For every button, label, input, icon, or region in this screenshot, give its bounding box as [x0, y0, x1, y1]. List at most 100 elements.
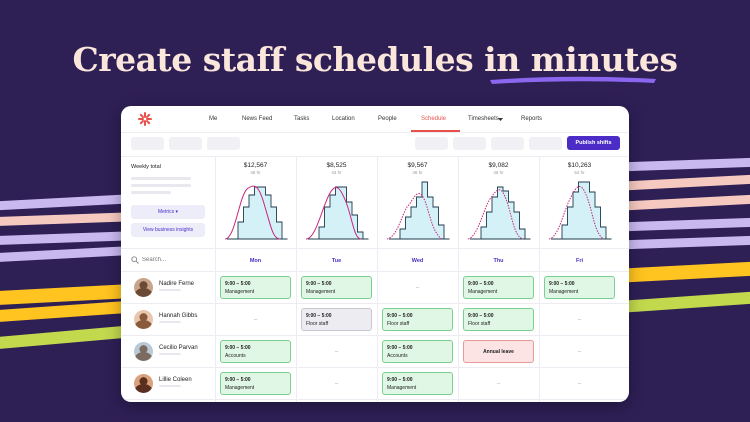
shift-time: 9:00 – 5:00	[549, 281, 575, 287]
placeholder-line	[131, 191, 171, 194]
demand-curve	[305, 187, 362, 240]
leave-block[interactable]: Annual leave	[463, 340, 534, 363]
day-header-fri: Fri	[575, 258, 584, 264]
shift-block[interactable]: 9:00 – 5:00 Accounts	[382, 340, 453, 363]
day-summary-wed: $9,567 46 hr	[377, 157, 458, 249]
column-separator	[215, 157, 216, 402]
placeholder-line	[159, 385, 181, 387]
publish-shifts-button[interactable]: Publish shifts	[567, 136, 620, 150]
headline-highlight: minutes	[530, 40, 678, 79]
toolbar-control[interactable]	[169, 137, 202, 150]
toolbar-control[interactable]	[491, 137, 524, 150]
decorative-stripe	[0, 325, 131, 351]
shift-block[interactable]: 9:00 – 5:00 Management	[544, 276, 615, 299]
toolbar-control[interactable]	[453, 137, 486, 150]
day-hours: 44 hr	[331, 170, 342, 175]
empty-shift-cell[interactable]: –	[253, 317, 258, 323]
shift-time: 9:00 – 5:00	[306, 313, 332, 319]
staffing-chart	[548, 181, 612, 240]
empty-shift-cell[interactable]: –	[415, 285, 420, 291]
staffing-chart	[386, 181, 450, 240]
empty-shift-cell[interactable]: –	[577, 317, 582, 323]
nav-item-news-feed[interactable]: News Feed	[242, 116, 273, 122]
nav-item-schedule[interactable]: Schedule	[421, 116, 447, 122]
shift-time: 9:00 – 5:00	[387, 345, 413, 351]
empty-shift-cell[interactable]: –	[334, 381, 339, 387]
staffing-chart	[224, 185, 288, 240]
shift-time: 9:00 – 5:00	[225, 377, 251, 383]
decorative-stripe	[0, 193, 141, 212]
table-row: Lillie Coleen 9:00 – 5:00 Management – 9:00 …	[121, 368, 629, 400]
day-summary-tue: $8,525 44 hr	[296, 157, 377, 249]
nav-item-timesheets[interactable]: Timesheets	[468, 116, 499, 122]
shift-role: Management	[225, 289, 255, 295]
headline-part1: Create staff schedules in	[72, 40, 531, 79]
demand-curve	[224, 185, 281, 240]
empty-shift-cell[interactable]: –	[334, 349, 339, 355]
shift-time: 9:00 – 5:00	[225, 345, 251, 351]
toolbar-control[interactable]	[415, 137, 448, 150]
avatar-hannah[interactable]	[134, 310, 153, 329]
shift-block[interactable]: 9:00 – 5:00 Management	[463, 276, 534, 299]
shift-role: Management	[549, 289, 579, 295]
metrics-dropdown[interactable]: Metrics ▾	[131, 205, 205, 219]
empty-shift-cell[interactable]: –	[577, 349, 582, 355]
shift-block[interactable]: 9:00 – 5:00 Floor staff	[463, 308, 534, 331]
placeholder-line	[131, 184, 191, 187]
staffing-chart	[467, 186, 531, 240]
avatar-cecilio[interactable]	[134, 342, 153, 361]
placeholder-line	[159, 289, 181, 291]
day-cost: $12,567	[243, 162, 268, 169]
shift-block[interactable]: 9:00 – 5:00 Management	[382, 372, 453, 395]
shift-role: Management	[306, 289, 336, 295]
toolbar-control[interactable]	[131, 137, 164, 150]
employee-name[interactable]: Cecilio Parvan	[159, 345, 198, 351]
nav-item-tasks[interactable]: Tasks	[294, 116, 310, 122]
nav-item-me[interactable]: Me	[209, 116, 218, 122]
empty-shift-cell[interactable]: –	[496, 381, 501, 387]
employee-name[interactable]: Nadire Ferne	[159, 281, 195, 287]
column-separator	[296, 157, 297, 402]
toolbar: Publish shifts	[121, 133, 629, 157]
toolbar-control[interactable]	[529, 137, 562, 150]
starburst-logo-icon[interactable]	[138, 112, 152, 126]
column-separator	[377, 157, 378, 402]
table-row: Hannah Gibbs – 9:00 – 5:00 Floor staff 9:00 …	[121, 304, 629, 336]
nav-item-location[interactable]: Location	[332, 116, 355, 122]
shift-block[interactable]: 9:00 – 5:00 Management	[301, 276, 372, 299]
employee-name[interactable]: Lillie Coleen	[159, 377, 192, 383]
shift-block[interactable]: 9:00 – 5:00 Management	[220, 276, 291, 299]
day-header-tue: Tue	[331, 258, 342, 264]
shift-time: 9:00 – 5:00	[468, 313, 494, 319]
day-summary-thu: $9,082 46 hr	[458, 157, 539, 249]
avatar-nadire[interactable]	[134, 278, 153, 297]
shift-block[interactable]: 9:00 – 5:00 Floor staff	[301, 308, 372, 331]
shift-block[interactable]: 9:00 – 5:00 Floor staff	[382, 308, 453, 331]
nav-item-reports[interactable]: Reports	[521, 116, 543, 122]
search-input[interactable]	[142, 254, 207, 266]
staffing-step-area	[470, 186, 531, 240]
top-nav: Me News Feed Tasks Location People Sched…	[121, 106, 629, 133]
day-hours: 46 hr	[493, 170, 504, 175]
shift-role: Management	[468, 289, 498, 295]
decorative-stripe	[0, 212, 131, 227]
shift-block[interactable]: 9:00 – 5:00 Management	[220, 372, 291, 395]
shift-role: Floor staff	[468, 321, 491, 327]
toolbar-control[interactable]	[207, 137, 240, 150]
headline: Create staff schedules in minutes	[0, 40, 750, 79]
empty-shift-cell[interactable]: –	[577, 381, 582, 387]
day-cost: $9,082	[488, 162, 509, 169]
shift-time: 9:00 – 5:00	[225, 281, 251, 287]
decorative-stripe	[619, 217, 750, 232]
employee-name[interactable]: Hannah Gibbs	[159, 313, 198, 319]
avatar-lillie[interactable]	[134, 374, 153, 393]
day-cost: $10,263	[567, 162, 592, 169]
day-header-thu: Thu	[493, 258, 504, 264]
metrics-label: Metrics	[157, 209, 175, 215]
shift-block[interactable]: 9:00 – 5:00 Accounts	[220, 340, 291, 363]
nav-item-people[interactable]: People	[378, 116, 397, 122]
day-hours: 46 hr	[412, 170, 423, 175]
staffing-step-area	[227, 186, 288, 240]
decorative-stripe	[0, 300, 131, 324]
view-business-insights-button[interactable]: View business insights	[131, 223, 205, 237]
